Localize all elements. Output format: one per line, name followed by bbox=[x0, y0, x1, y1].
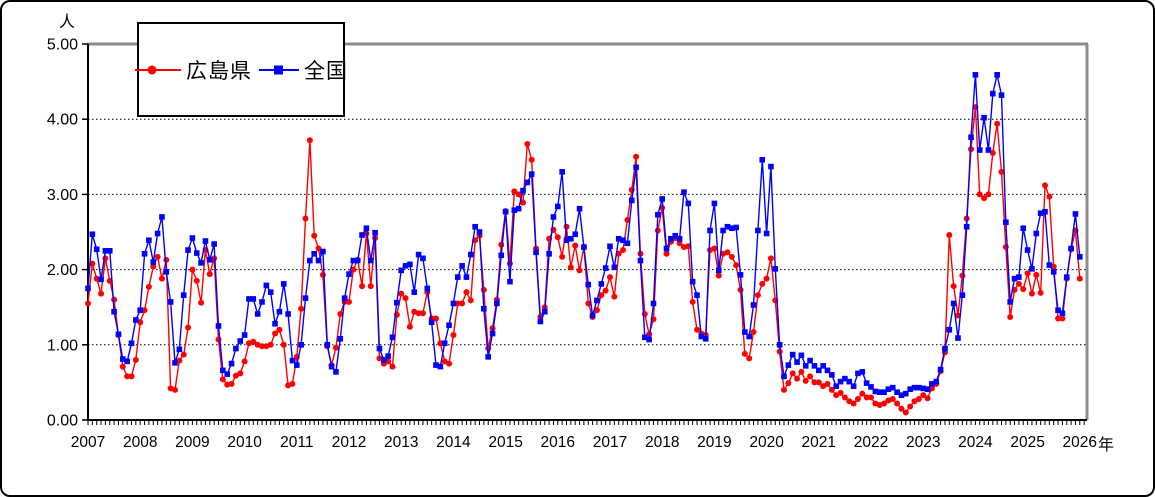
svg-text:2014: 2014 bbox=[436, 434, 471, 451]
y-axis-unit-label: 人 bbox=[59, 14, 76, 31]
svg-text:2016: 2016 bbox=[541, 434, 575, 451]
svg-text:4.00: 4.00 bbox=[47, 112, 78, 129]
svg-text:2025: 2025 bbox=[1010, 434, 1044, 451]
svg-text:2009: 2009 bbox=[175, 434, 209, 451]
svg-text:2026: 2026 bbox=[1063, 434, 1097, 451]
svg-text:2023: 2023 bbox=[906, 434, 940, 451]
legend-item-hiroshima: 広島県 bbox=[134, 55, 252, 85]
svg-text:2013: 2013 bbox=[384, 434, 418, 451]
svg-text:2008: 2008 bbox=[123, 434, 157, 451]
legend-item-zenkoku: 全国 bbox=[258, 55, 348, 85]
svg-text:2021: 2021 bbox=[802, 434, 836, 451]
svg-text:2010: 2010 bbox=[227, 434, 262, 451]
svg-text:2018: 2018 bbox=[645, 434, 679, 451]
svg-text:2007: 2007 bbox=[71, 434, 105, 451]
svg-text:2019: 2019 bbox=[697, 434, 731, 451]
svg-text:2017: 2017 bbox=[593, 434, 627, 451]
legend-label-zenkoku: 全国 bbox=[304, 59, 348, 83]
svg-text:2.00: 2.00 bbox=[47, 262, 78, 279]
svg-text:2012: 2012 bbox=[332, 434, 366, 451]
svg-text:3.00: 3.00 bbox=[47, 187, 78, 204]
legend: 広島県 全国 bbox=[134, 22, 348, 117]
svg-text:2015: 2015 bbox=[488, 434, 522, 451]
legend-label-hiroshima: 広島県 bbox=[186, 59, 252, 83]
svg-text:2011: 2011 bbox=[280, 434, 313, 451]
hiroshima-line-marker-icon bbox=[135, 65, 181, 74]
zenkoku-line-marker-icon bbox=[259, 65, 299, 74]
x-axis-unit-label: 年 bbox=[1098, 437, 1115, 454]
svg-text:2020: 2020 bbox=[749, 434, 784, 451]
svg-text:2024: 2024 bbox=[958, 434, 993, 451]
svg-text:5.00: 5.00 bbox=[47, 37, 78, 54]
svg-text:2022: 2022 bbox=[854, 434, 888, 451]
svg-text:1.00: 1.00 bbox=[47, 337, 78, 354]
svg-text:0.00: 0.00 bbox=[47, 413, 78, 430]
